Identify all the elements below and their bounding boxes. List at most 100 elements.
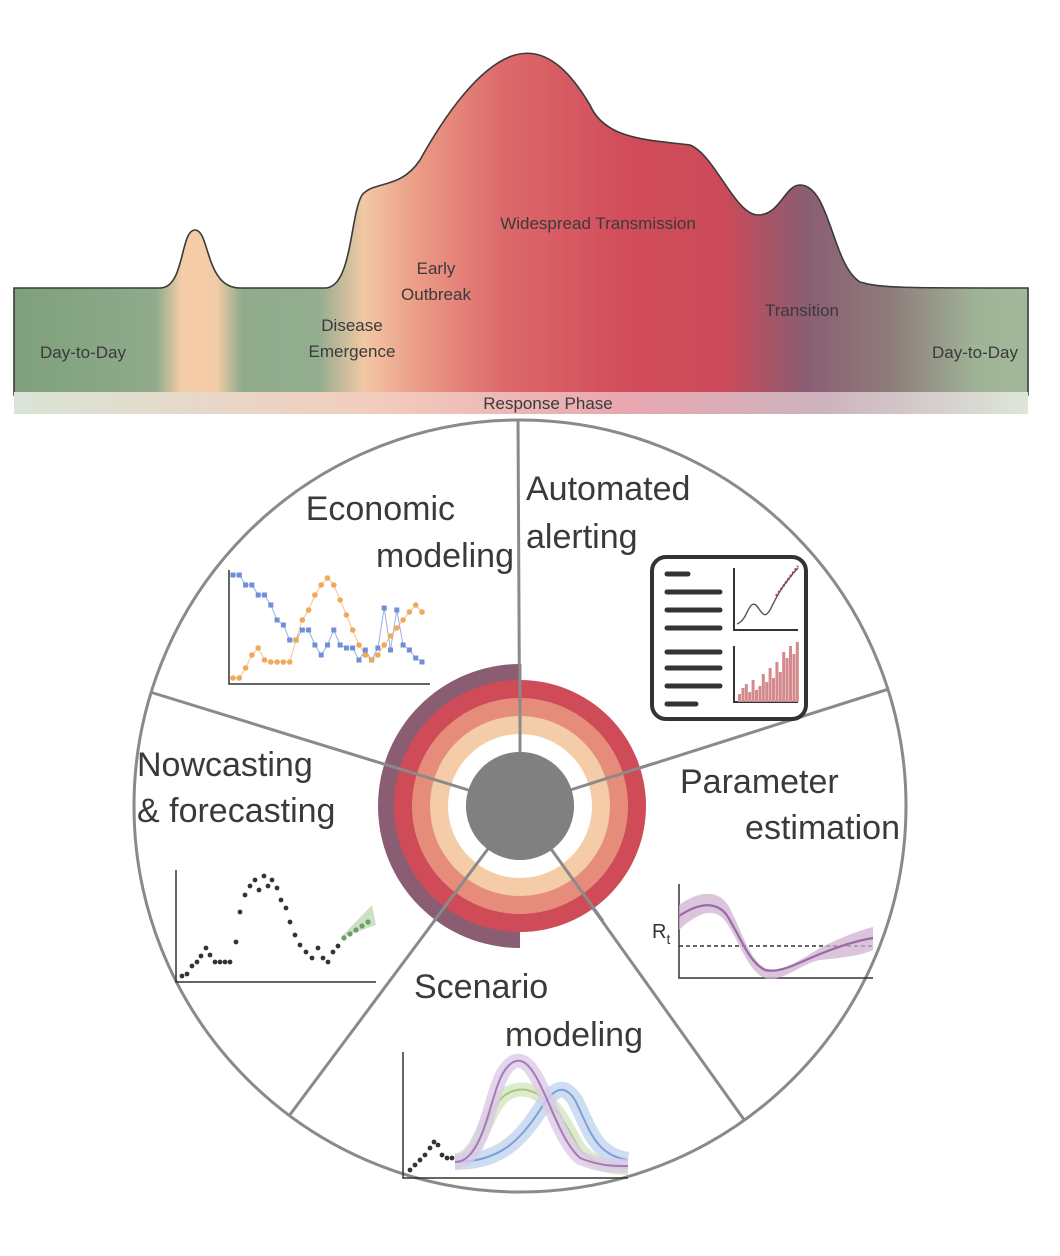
economic-orange-point xyxy=(394,625,400,631)
economic-blue-point xyxy=(400,642,406,648)
label-nowcasting-2: & forecasting xyxy=(137,792,335,830)
nowcast-dot xyxy=(283,905,289,911)
nowcast-dot xyxy=(179,973,185,979)
nowcast-dot xyxy=(217,959,223,965)
nowcast-dot xyxy=(252,877,258,883)
nowcast-dot xyxy=(330,949,336,955)
nowcast-dot xyxy=(189,963,195,969)
nowcast-dot xyxy=(247,883,253,889)
economic-blue-point xyxy=(413,655,419,661)
economic-blue-point xyxy=(262,592,267,598)
economic-blue-point xyxy=(274,617,280,623)
scenario-chart xyxy=(402,1052,630,1179)
economic-orange-point xyxy=(312,592,318,598)
nowcast-dot xyxy=(212,959,218,965)
economic-blue-point xyxy=(331,627,337,633)
dashboard-bar xyxy=(785,658,789,702)
phase-label-early-outbreak-2: Outbreak xyxy=(401,285,471,304)
phase-label-transition: Transition xyxy=(765,301,839,320)
label-alerting-1: Automated xyxy=(526,470,690,508)
dashboard-bar xyxy=(768,668,772,702)
forecast-dot xyxy=(341,935,347,941)
dashboard-bar xyxy=(782,652,786,702)
economic-orange-point xyxy=(406,609,413,615)
nowcast-dot xyxy=(315,945,321,951)
nowcast-dot xyxy=(292,932,298,938)
label-economic-1: Economic xyxy=(306,490,455,528)
scenario-dot xyxy=(444,1155,450,1161)
economic-blue-point xyxy=(343,645,349,651)
scenario-dot xyxy=(449,1155,455,1161)
phase-label-day-to-day-left: Day-to-Day xyxy=(40,343,126,362)
economic-blue-point xyxy=(394,607,400,613)
nowcast-dot xyxy=(261,873,267,879)
label-economic-2: modeling xyxy=(376,537,514,575)
economic-orange-point xyxy=(261,657,268,663)
economic-blue-point xyxy=(255,592,261,598)
nowcasting-chart xyxy=(175,870,376,983)
forecast-dot xyxy=(365,919,371,925)
label-alerting-2: alerting xyxy=(526,518,638,556)
dashboard-bar xyxy=(765,682,769,702)
epidemic-curve-area xyxy=(13,52,1029,396)
forecast-dot xyxy=(359,923,365,929)
economic-blue-point xyxy=(280,622,286,628)
economic-orange-point xyxy=(299,617,306,623)
economic-blue-point xyxy=(381,605,387,611)
label-scenario-2: modeling xyxy=(505,1016,643,1054)
economic-orange-point xyxy=(381,642,388,648)
economic-orange-point xyxy=(318,582,325,588)
economic-orange-point xyxy=(242,665,249,671)
nowcast-dot xyxy=(335,943,341,949)
wheel-hub xyxy=(466,752,574,860)
economic-orange-point xyxy=(343,612,350,618)
economic-blue-point xyxy=(268,602,274,608)
dashboard-bar xyxy=(738,694,741,702)
dashboard-bar xyxy=(778,672,782,702)
phase-label-day-to-day-right: Day-to-Day xyxy=(932,343,1018,362)
dashboard-bar xyxy=(751,680,755,702)
economic-orange-point xyxy=(337,597,343,603)
nowcast-dot xyxy=(278,897,284,903)
dashboard-bar xyxy=(772,678,775,702)
dashboard-bar xyxy=(755,690,758,702)
economic-orange-point xyxy=(236,675,243,681)
nowcast-dot xyxy=(256,887,262,893)
economic-orange-point xyxy=(412,602,419,608)
nowcast-dot xyxy=(237,909,243,915)
economic-orange-point xyxy=(349,627,356,633)
dashboard-bar xyxy=(789,646,792,702)
nowcast-dot xyxy=(222,959,228,965)
economic-orange-point xyxy=(286,659,293,665)
economic-blue-point xyxy=(299,627,305,633)
dashboard-bar xyxy=(741,688,745,702)
dashboard-bar xyxy=(775,662,779,702)
phase-label-widespread: Widespread Transmission xyxy=(500,214,696,233)
scenario-dot xyxy=(427,1145,433,1151)
nowcast-dot xyxy=(287,919,293,925)
economic-blue-point xyxy=(306,627,312,633)
label-parameter-2: estimation xyxy=(745,809,900,847)
phase-label-disease-emergence-1: Disease xyxy=(321,316,382,335)
scenario-dot xyxy=(407,1167,413,1173)
economic-orange-point xyxy=(387,633,394,639)
economic-blue-point xyxy=(287,637,293,643)
economic-orange-point xyxy=(356,642,362,648)
dashboard-bar xyxy=(744,684,748,702)
economic-blue-point xyxy=(249,582,255,588)
economic-blue-point xyxy=(325,642,330,648)
economic-orange-point xyxy=(280,659,287,665)
economic-blue-point xyxy=(312,642,318,648)
methods-wheel: Economic modeling Automated alerting Par… xyxy=(132,418,908,1194)
nowcast-dot xyxy=(194,959,200,965)
economic-orange-point xyxy=(230,675,236,681)
phase-label-disease-emergence-2: Emergence xyxy=(309,342,396,361)
economic-blue-point xyxy=(236,572,242,578)
label-parameter-1: Parameter xyxy=(680,763,839,801)
economic-chart xyxy=(228,570,430,685)
scenario-dot xyxy=(435,1142,441,1148)
dashboard-bar xyxy=(792,654,796,702)
economic-orange-point xyxy=(331,582,337,588)
economic-orange-point xyxy=(255,645,261,651)
